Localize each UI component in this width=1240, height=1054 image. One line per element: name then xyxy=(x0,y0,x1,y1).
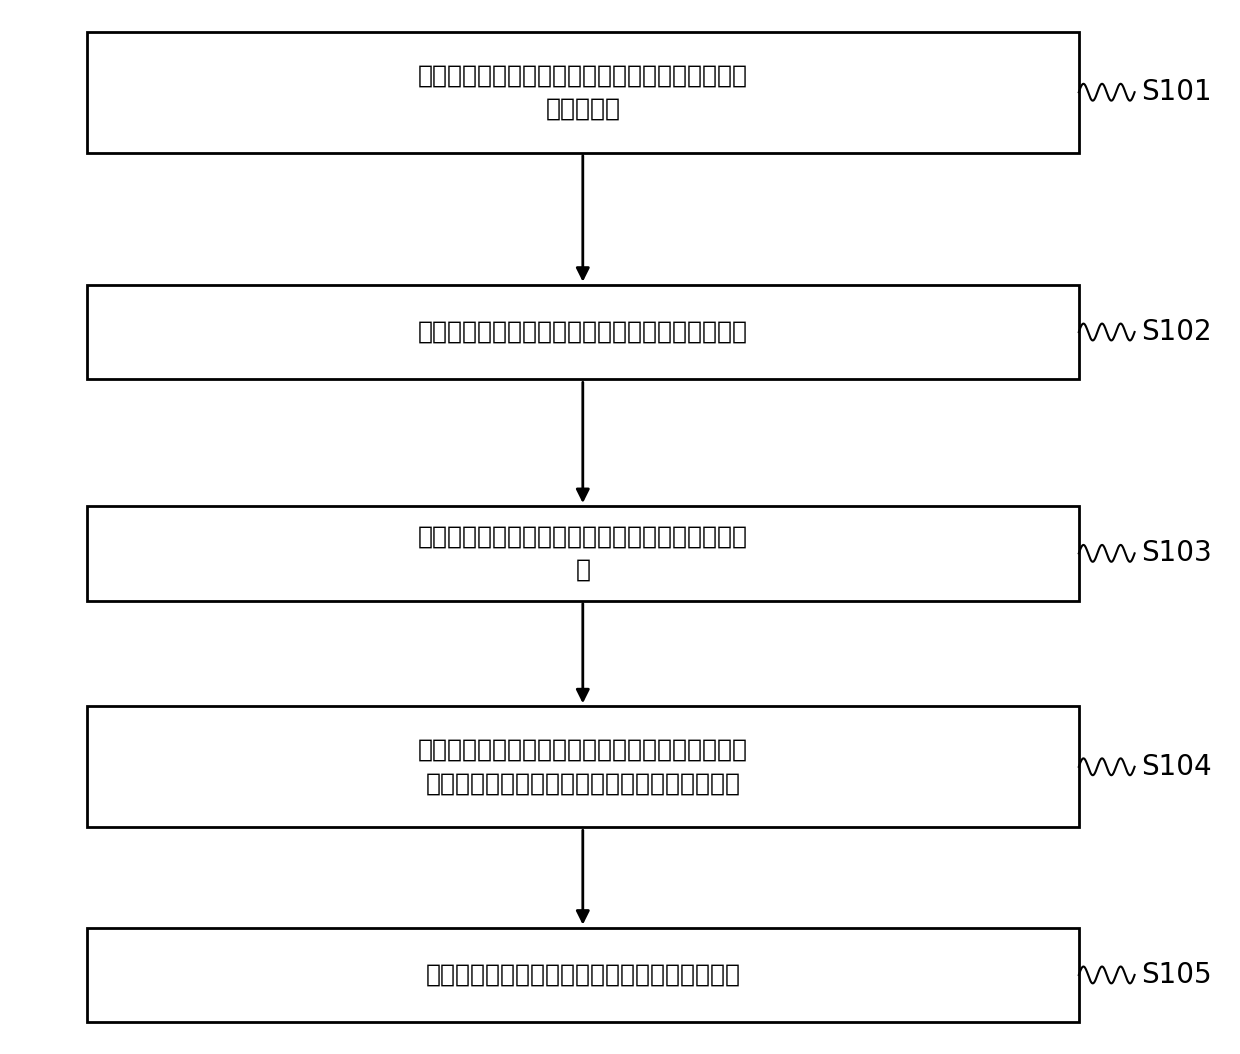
Text: S103: S103 xyxy=(1141,540,1211,567)
Text: 控制层根据控制处理方法对计算子系统进行控制: 控制层根据控制处理方法对计算子系统进行控制 xyxy=(425,963,740,987)
FancyBboxPatch shape xyxy=(87,706,1079,827)
FancyBboxPatch shape xyxy=(87,32,1079,153)
Text: S102: S102 xyxy=(1141,318,1211,346)
FancyBboxPatch shape xyxy=(87,928,1079,1022)
FancyBboxPatch shape xyxy=(87,506,1079,601)
Text: 控制层从可信策略库中匹配与行为相关的动态策略: 控制层从可信策略库中匹配与行为相关的动态策略 xyxy=(418,320,748,344)
FancyBboxPatch shape xyxy=(87,285,1079,379)
Text: S105: S105 xyxy=(1141,961,1211,989)
Text: 控制层检测到行为时，从上下文信息中获取与行为
相关的信息: 控制层检测到行为时，从上下文信息中获取与行为 相关的信息 xyxy=(418,63,748,121)
Text: 控制层根据度量结果和动态策略中的判定方法对行
为进行判定，确定与行为相对应的控制处理方法: 控制层根据度量结果和动态策略中的判定方法对行 为进行判定，确定与行为相对应的控制… xyxy=(418,738,748,796)
Text: S101: S101 xyxy=(1141,78,1211,106)
Text: 控制层根据动态策略对行为进行度量，得到度量结
果: 控制层根据动态策略对行为进行度量，得到度量结 果 xyxy=(418,525,748,582)
Text: S104: S104 xyxy=(1141,753,1211,781)
